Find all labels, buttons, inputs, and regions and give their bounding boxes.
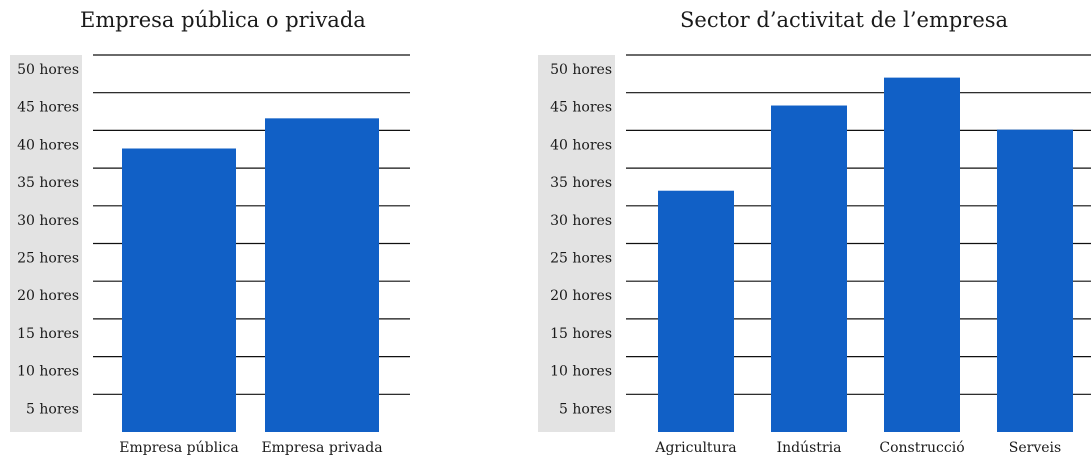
y-tick-label: 15 hores: [17, 326, 79, 342]
category-label: Empresa pública: [119, 440, 239, 456]
category-label: Serveis: [1009, 440, 1061, 456]
y-tick-label: 30 hores: [550, 213, 612, 229]
y-tick-label: 40 hores: [17, 137, 79, 153]
y-tick-label: 5 hores: [559, 401, 612, 417]
y-tick-label: 35 hores: [550, 175, 612, 191]
category-label: Agricultura: [654, 440, 736, 456]
chart-title: Empresa pública o privada: [80, 8, 366, 32]
y-axis-label-background: [10, 55, 82, 432]
y-tick-label: 45 hores: [17, 100, 79, 116]
y-tick-label: 20 hores: [550, 288, 612, 304]
category-label: Empresa privada: [261, 440, 382, 456]
category-label: Construcció: [879, 440, 964, 456]
chart-plot: 50 hores 45 hores 40 hores 35 hores 30 hores…: [538, 54, 1091, 456]
y-tick-label: 50 hores: [550, 62, 612, 78]
y-tick-label: 40 hores: [550, 137, 612, 153]
y-tick-label: 25 hores: [550, 251, 612, 267]
y-tick-label: 30 hores: [17, 213, 79, 229]
y-tick-label: 25 hores: [17, 251, 79, 267]
y-tick-label: 35 hores: [17, 175, 79, 191]
bar-empresa-privada: [265, 118, 379, 432]
chart-public-private: Empresa pública o privada 50 hores 45 hor…: [0, 0, 420, 456]
bar-ind-stria: [771, 105, 847, 432]
y-tick-label: 10 hores: [17, 364, 79, 380]
y-tick-label: 45 hores: [550, 100, 612, 116]
bar-construcci-: [884, 77, 960, 433]
bar-empresa-p-blica: [122, 148, 236, 432]
y-tick-label: 15 hores: [550, 326, 612, 342]
bar-serveis: [997, 129, 1073, 432]
y-axis-label-background: [538, 55, 615, 432]
chart-title: Sector d’activitat de l’empresa: [680, 8, 1009, 32]
y-tick-label: 5 hores: [26, 401, 79, 417]
chart-sector: Sector d’activitat de l’empresa 50 hores…: [538, 0, 1091, 456]
category-label: Indústria: [777, 440, 842, 456]
bar-agricultura: [658, 190, 734, 432]
y-tick-label: 10 hores: [550, 364, 612, 380]
y-tick-label: 20 hores: [17, 288, 79, 304]
chart-plot: 50 hores 45 hores 40 hores 35 hores 30 hores…: [10, 54, 410, 456]
y-tick-label: 50 hores: [17, 62, 79, 78]
